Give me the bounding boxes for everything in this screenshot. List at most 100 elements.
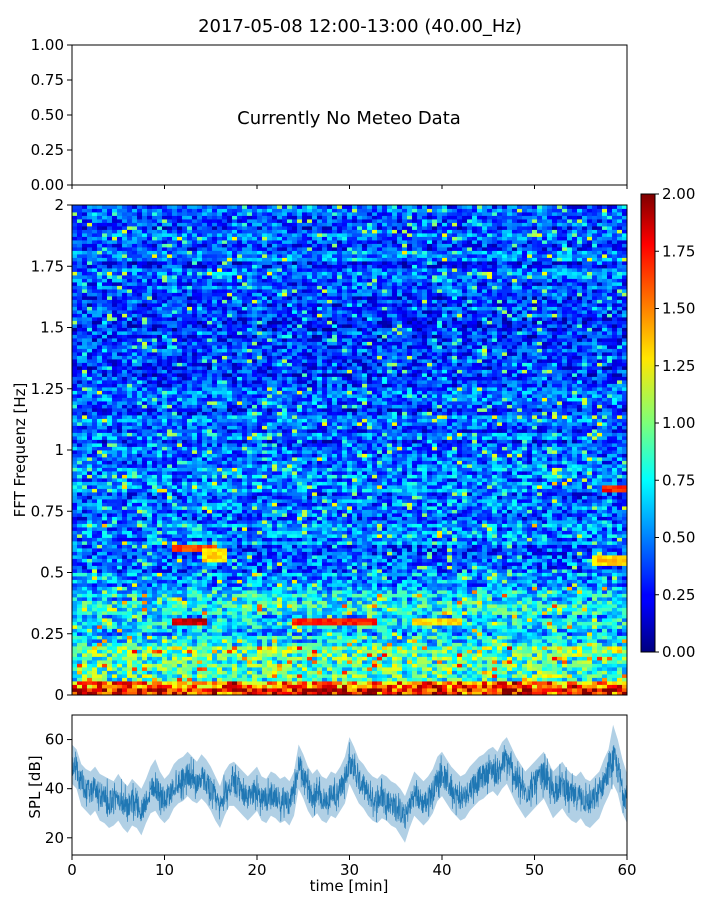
spectrogram-cell xyxy=(177,586,183,591)
spectrogram-cell xyxy=(77,541,83,545)
spectrogram-cell xyxy=(142,593,148,598)
spectrogram-cell xyxy=(197,653,203,657)
spectrogram-cell xyxy=(537,593,543,598)
spectrogram-cell xyxy=(402,537,408,542)
spectrogram-cell xyxy=(522,593,528,598)
spectrogram-cell xyxy=(372,555,378,559)
spectrogram-cell xyxy=(407,684,413,689)
spectrogram-cell xyxy=(517,674,523,678)
spectrogram-cell xyxy=(597,667,603,671)
spectrogram-cell xyxy=(317,632,323,636)
spectrogram-cell xyxy=(102,653,108,657)
spectrogram-cell xyxy=(237,674,243,678)
spectrogram-cell xyxy=(557,649,563,654)
spectrogram-cell xyxy=(612,667,618,671)
spectrogram-cell xyxy=(342,618,348,622)
spectrogram-cell xyxy=(517,677,523,682)
spectrogram-cell xyxy=(277,583,283,587)
spectrogram-cell xyxy=(597,555,603,559)
spectrogram-cell xyxy=(517,684,523,689)
spectrogram-cell xyxy=(462,555,468,559)
spectrogram-cell xyxy=(497,558,503,563)
spectrogram-cell xyxy=(127,681,133,685)
spectrogram-cell xyxy=(332,576,338,580)
spectrogram-cell xyxy=(472,604,478,608)
spectrogram-cell xyxy=(82,614,88,619)
spectrogram-cell xyxy=(592,548,598,552)
spectrogram-cell xyxy=(87,656,93,661)
spectrogram-cell xyxy=(302,583,308,587)
spectrogram-cell xyxy=(457,646,463,650)
spectrogram-cell xyxy=(117,688,123,692)
spectrogram-cell xyxy=(422,674,428,678)
spectrogram-cell xyxy=(437,614,443,619)
spectrogram-cell xyxy=(477,688,483,692)
spectrogram-cell xyxy=(137,642,143,647)
spectrogram-cell xyxy=(457,611,463,615)
spectrogram-cell xyxy=(597,625,603,629)
spectrogram-cell xyxy=(252,555,258,559)
spectrogram-cell xyxy=(612,663,618,668)
spectrogram-cell xyxy=(72,677,78,682)
spectrogram-cell xyxy=(362,635,368,640)
spectrogram-cell xyxy=(207,635,213,640)
spectrogram-cell xyxy=(592,684,598,689)
spectrogram-cell xyxy=(607,604,613,608)
spectrogram-cell xyxy=(592,670,598,675)
spectrogram-cell xyxy=(292,558,298,563)
spectrogram-cell xyxy=(257,558,263,563)
spectrogram-cell xyxy=(72,674,78,678)
spectrogram-cell xyxy=(382,677,388,682)
spectrogram-cell xyxy=(412,611,418,615)
spectrogram-cell xyxy=(162,586,168,591)
spectrogram-cell xyxy=(182,551,188,556)
spectrogram-cell xyxy=(622,618,628,622)
spectrogram-cell xyxy=(197,576,203,580)
spectrogram-cell xyxy=(367,618,373,622)
spectrogram-cell xyxy=(187,618,193,622)
spectrogram-cell xyxy=(282,639,288,643)
spectrogram-cell xyxy=(212,537,218,542)
spectrogram-cell xyxy=(537,635,543,640)
spectrogram-cell xyxy=(272,618,278,622)
spectrogram-cell xyxy=(282,621,288,626)
spectrogram-cell xyxy=(462,684,468,689)
spectrogram-cell xyxy=(492,688,498,692)
spectrogram-cell xyxy=(577,684,583,689)
spectrogram-cell xyxy=(582,611,588,615)
spectrogram-cell xyxy=(527,593,533,598)
spectrogram-cell xyxy=(347,674,353,678)
spectrogram-cell xyxy=(117,614,123,619)
spectrogram-cell xyxy=(422,681,428,685)
spectrogram-cell xyxy=(412,653,418,657)
spectrogram-cell xyxy=(252,621,258,626)
spectrogram-cell xyxy=(117,625,123,629)
spectrogram-cell xyxy=(417,639,423,643)
spectrogram-cell xyxy=(472,551,478,556)
spectrogram-cell xyxy=(437,600,443,605)
spectrogram-cell xyxy=(607,663,613,668)
spectrogram-cell xyxy=(347,621,353,626)
spectrogram-cell xyxy=(587,597,593,601)
spectrogram-cell xyxy=(497,642,503,647)
spectrogram-cell xyxy=(557,562,563,566)
spectrogram-cell xyxy=(112,555,118,559)
spectrogram-cell xyxy=(172,551,178,556)
spectrogram-cell xyxy=(572,674,578,678)
spectrogram-cell xyxy=(497,600,503,605)
spectrogram-cell xyxy=(427,597,433,601)
spectrogram-cell xyxy=(502,558,508,563)
spectrogram-cell xyxy=(102,614,108,619)
spectrogram-cell xyxy=(392,667,398,671)
spectrogram-cell xyxy=(422,642,428,647)
spectrogram-cell xyxy=(577,653,583,657)
spectrogram-cell xyxy=(512,541,518,545)
spectrogram-cell xyxy=(457,551,463,556)
spectrogram-cell xyxy=(607,681,613,685)
spectrogram-cell xyxy=(312,537,318,542)
spectrogram-cell xyxy=(97,663,103,668)
spectrogram-cell xyxy=(222,635,228,640)
spectrogram-cell xyxy=(492,677,498,682)
spectrogram-cell xyxy=(522,684,528,689)
spectrogram-cell xyxy=(452,590,458,594)
